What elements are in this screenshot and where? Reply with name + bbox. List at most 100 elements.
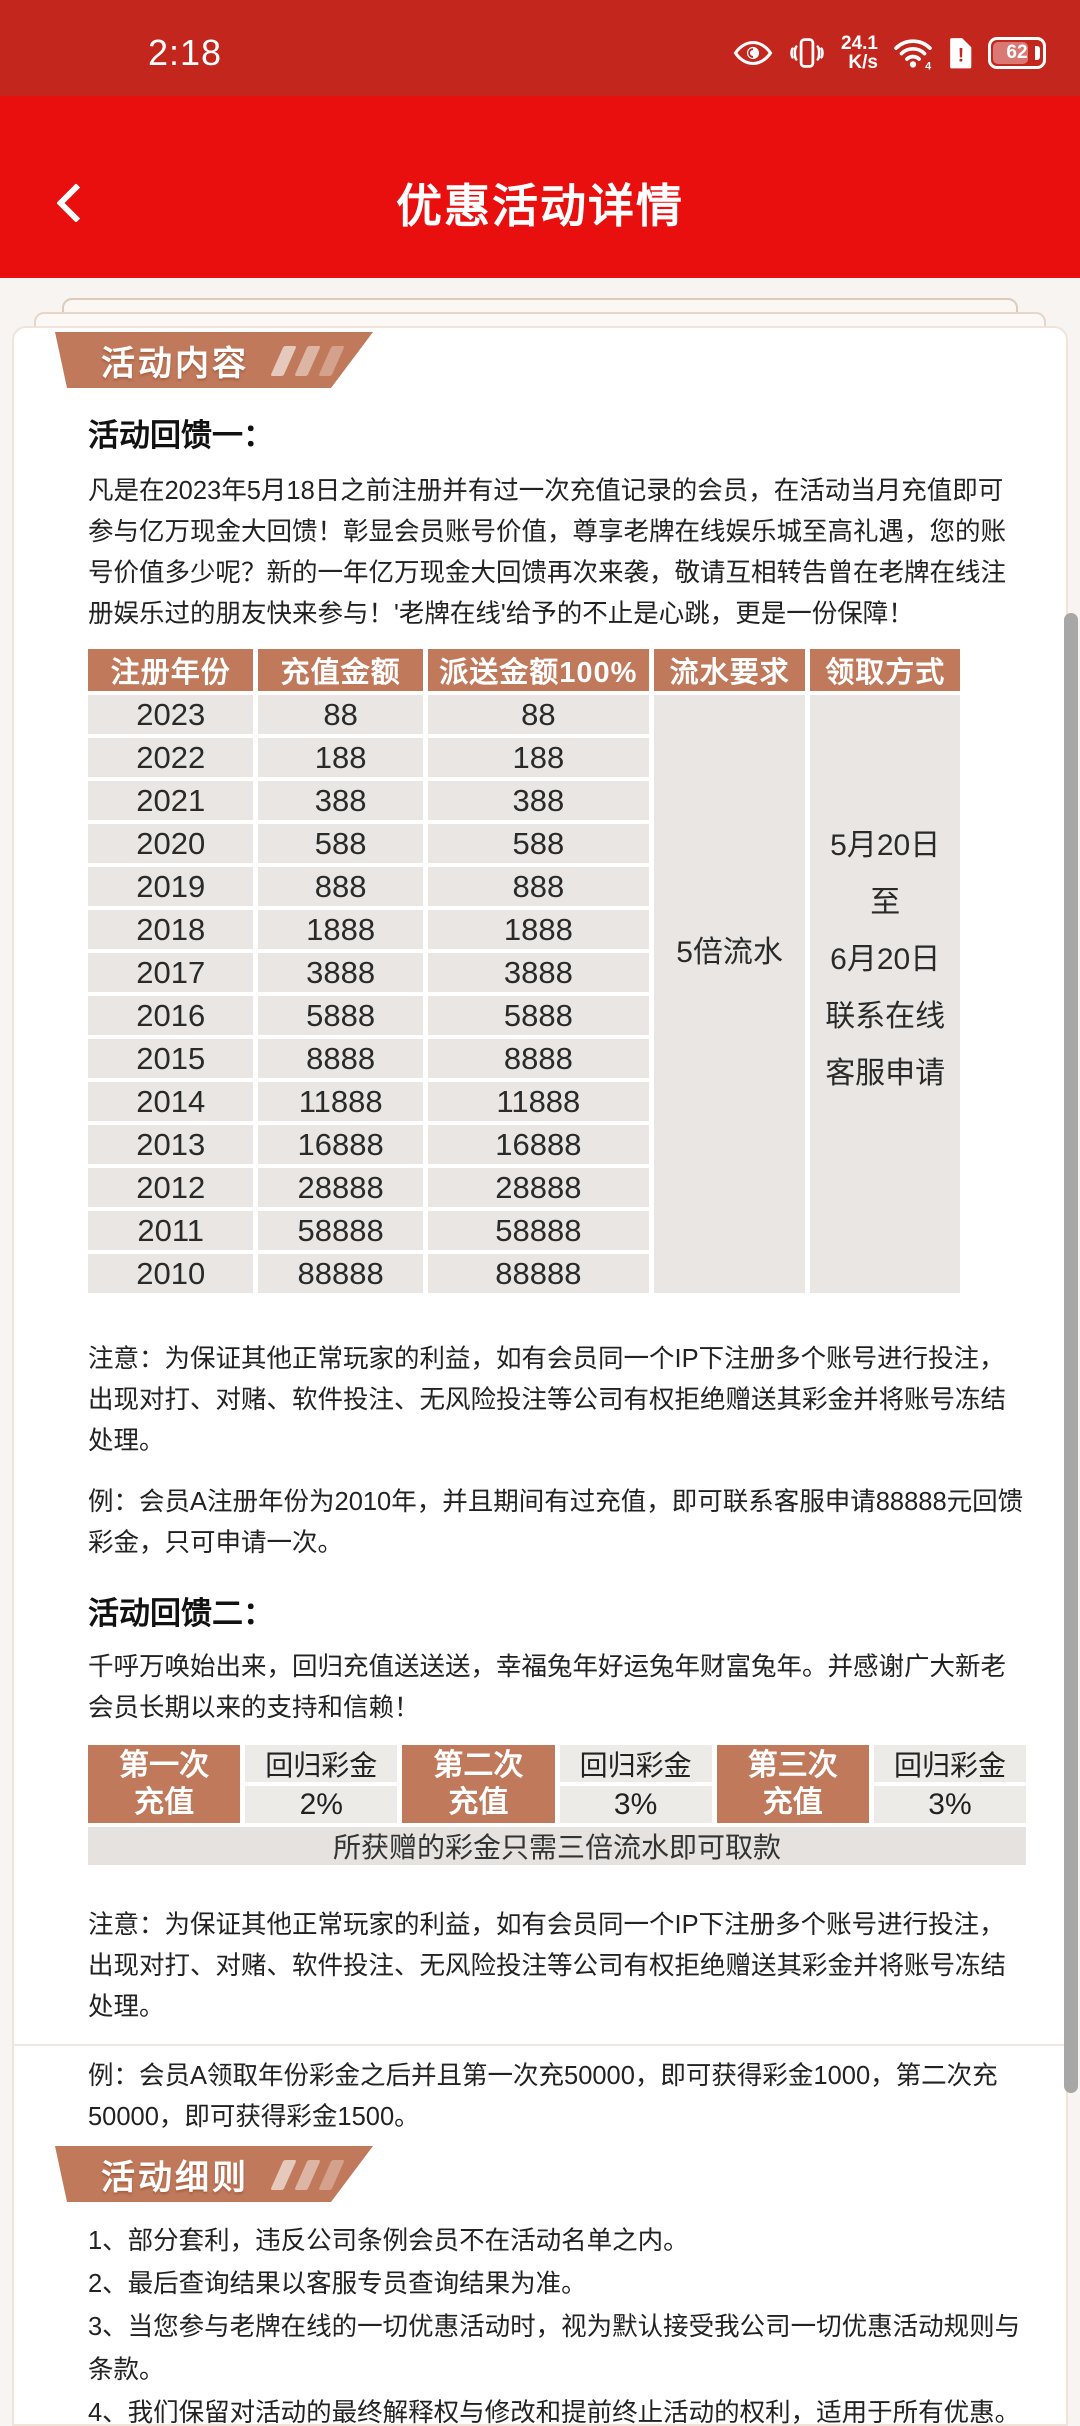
slash-stripes-icon: [277, 346, 338, 376]
activity-one-notice: 注意：为保证其他正常玩家的利益，如有会员同一个IP下注册多个账号进行投注，出现对…: [88, 1345, 1007, 1455]
col-header-year: 注册年份: [88, 649, 254, 691]
claim-line: 联系在线: [825, 999, 946, 1033]
page-title: 优惠活动详情: [396, 180, 684, 232]
rules-content: 1、部分套利，违反公司条例会员不在活动名单之内。 2、最后查询结果以客服专员查询…: [14, 2220, 1066, 2424]
page-scrollbar[interactable]: [1064, 613, 1078, 2093]
activity-one-heading: 活动回馈一：: [88, 418, 274, 453]
promo-page: 活动内容 活动回馈一： 凡是在2023年5月18日之前注册并有过一次充值记录的会…: [0, 278, 1080, 2426]
year-cell: 2018: [88, 910, 254, 949]
col-header-claim: 领取方式: [810, 649, 960, 691]
bonus-cell: 58888: [427, 1211, 649, 1250]
slash-stripes-icon: [277, 2160, 338, 2190]
section-badge-content-label: 活动内容: [101, 344, 249, 383]
year-cell: 2020: [88, 824, 254, 863]
deposit-cell: 28888: [258, 1168, 423, 1207]
activity-two-notice: 注意：为保证其他正常玩家的利益，如有会员同一个IP下注册多个账号进行投注，出现对…: [88, 1911, 1007, 2021]
bonus-cell: 888: [427, 867, 649, 906]
bonus-column: 第一次 充值: [88, 1745, 241, 1823]
bonus-label-cell: 回归彩金: [245, 1745, 398, 1782]
deposit-cell: 58888: [258, 1211, 423, 1250]
bonus-label-cell: 回归彩金: [873, 1745, 1027, 1782]
eye-protection-icon: [733, 39, 773, 67]
battery-percent: 62: [1006, 42, 1028, 63]
bonus-cell: 188: [427, 738, 649, 777]
network-speed-unit: K/s: [848, 52, 878, 73]
wifi-icon: 4: [892, 36, 934, 70]
status-bar: 2:18 24.1 K/s 4: [0, 0, 1080, 96]
section-badge-content: 活动内容: [55, 332, 373, 388]
bonus-cell: 28888: [427, 1168, 649, 1207]
bonus-cell: 11888: [427, 1082, 649, 1121]
status-icons: 24.1 K/s 4 ! 62: [733, 34, 1046, 72]
network-speed: 24.1 K/s: [841, 34, 878, 72]
back-button[interactable]: [52, 180, 98, 226]
col-header-deposit: 充值金额: [258, 649, 423, 691]
promo-card: 活动内容 活动回馈一： 凡是在2023年5月18日之前注册并有过一次充值记录的会…: [12, 326, 1068, 2426]
col-header-turnover: 流水要求: [653, 649, 806, 691]
activity-two-heading: 活动回馈二：: [88, 1596, 274, 1631]
bonus-column: 回归彩金 3%: [559, 1745, 712, 1823]
bonus-column: 第三次 充值: [716, 1745, 869, 1823]
return-bonus-table: 第一次 充值 回归彩金 2% 第二次 充值 回归彩金 3%: [88, 1745, 1027, 1823]
bonus-cell: 388: [427, 781, 649, 820]
network-speed-value: 24.1: [841, 33, 878, 54]
rules-list: 1、部分套利，违反公司条例会员不在活动名单之内。 2、最后查询结果以客服专员查询…: [88, 2220, 1026, 2424]
year-cell: 2022: [88, 738, 254, 777]
year-cell: 2015: [88, 1039, 254, 1078]
bonus-cell: 3888: [427, 953, 649, 992]
bonus-column: 回归彩金 2%: [245, 1745, 398, 1823]
claim-method-cell: 5月20日 至 6月20日 联系在线 客服申请: [810, 695, 960, 1293]
rule-item: 3、当您参与老牌在线的一切优惠活动时，视为默认接受我公司一切优惠活动规则与条款。: [88, 2313, 1021, 2384]
claim-line: 至: [870, 885, 901, 919]
bonus-cell: 16888: [427, 1125, 649, 1164]
deposit-cell: 16888: [258, 1125, 423, 1164]
deposit-cell: 88888: [258, 1254, 423, 1293]
card-seam-divider: [14, 2044, 1066, 2046]
bonus-value-cell: 3%: [559, 1786, 712, 1823]
bonus-column: 回归彩金 3%: [873, 1745, 1027, 1823]
activity-one-example: 例：会员A注册年份为2010年，并且期间有过充值，即可联系客服申请88888元回…: [88, 1488, 1024, 1557]
svg-text:4: 4: [925, 60, 931, 70]
battery-icon: 62: [988, 37, 1046, 69]
deposit-cell: 8888: [258, 1039, 423, 1078]
activity-two-intro: 千呼万唤始出来，回归充值送送送，幸福兔年好运兔年财富兔年。并感谢广大新老会员长期…: [88, 1653, 1007, 1722]
deposit-round-cell: 第一次 充值: [88, 1745, 241, 1823]
rule-item: 2、最后查询结果以客服专员查询结果为准。: [88, 2270, 587, 2298]
claim-line: 5月20日: [830, 828, 941, 862]
year-cell: 2023: [88, 695, 254, 734]
bonus-cell: 1888: [427, 910, 649, 949]
claim-line: 6月20日: [830, 942, 941, 976]
bonus-cell: 8888: [427, 1039, 649, 1078]
rebate-table: 注册年份 充值金额 派送金额100% 流水要求 领取方式 5倍流水 5月20日 …: [88, 649, 960, 1293]
year-cell: 2017: [88, 953, 254, 992]
year-cell: 2016: [88, 996, 254, 1035]
deposit-round-line1: 第三次: [747, 1749, 838, 1782]
bonus-cell: 88: [427, 695, 649, 734]
activity-one-intro: 凡是在2023年5月18日之前注册并有过一次充值记录的会员，在活动当月充值即可参…: [88, 477, 1007, 628]
bonus-cell: 588: [427, 824, 649, 863]
nav-header: 优惠活动详情: [0, 96, 1080, 278]
svg-text:!: !: [958, 45, 964, 67]
deposit-round-cell: 第二次 充值: [402, 1745, 555, 1823]
year-cell: 2021: [88, 781, 254, 820]
sim-alert-icon: !: [948, 37, 974, 69]
year-cell: 2019: [88, 867, 254, 906]
deposit-cell: 388: [258, 781, 423, 820]
year-cell: 2012: [88, 1168, 254, 1207]
rule-item: 1、部分套利，违反公司条例会员不在活动名单之内。: [88, 2227, 689, 2255]
section-badge-rules-label: 活动细则: [101, 2158, 249, 2197]
bonus-value-cell: 2%: [245, 1786, 398, 1823]
year-cell: 2011: [88, 1211, 254, 1250]
deposit-cell: 1888: [258, 910, 423, 949]
year-cell: 2014: [88, 1082, 254, 1121]
bonus-value-cell: 3%: [873, 1786, 1027, 1823]
deposit-cell: 88: [258, 695, 423, 734]
deposit-round-line1: 第二次: [433, 1749, 524, 1782]
clock: 2:18: [148, 32, 223, 73]
deposit-cell: 188: [258, 738, 423, 777]
deposit-cell: 5888: [258, 996, 423, 1035]
col-header-bonus: 派送金额100%: [427, 649, 649, 691]
deposit-round-cell: 第三次 充值: [716, 1745, 869, 1823]
activity-two-example: 例：会员A领取年份彩金之后并且第一次充50000，即可获得彩金1000，第二次充…: [88, 2062, 998, 2131]
deposit-round-line2: 充值: [134, 1786, 195, 1819]
